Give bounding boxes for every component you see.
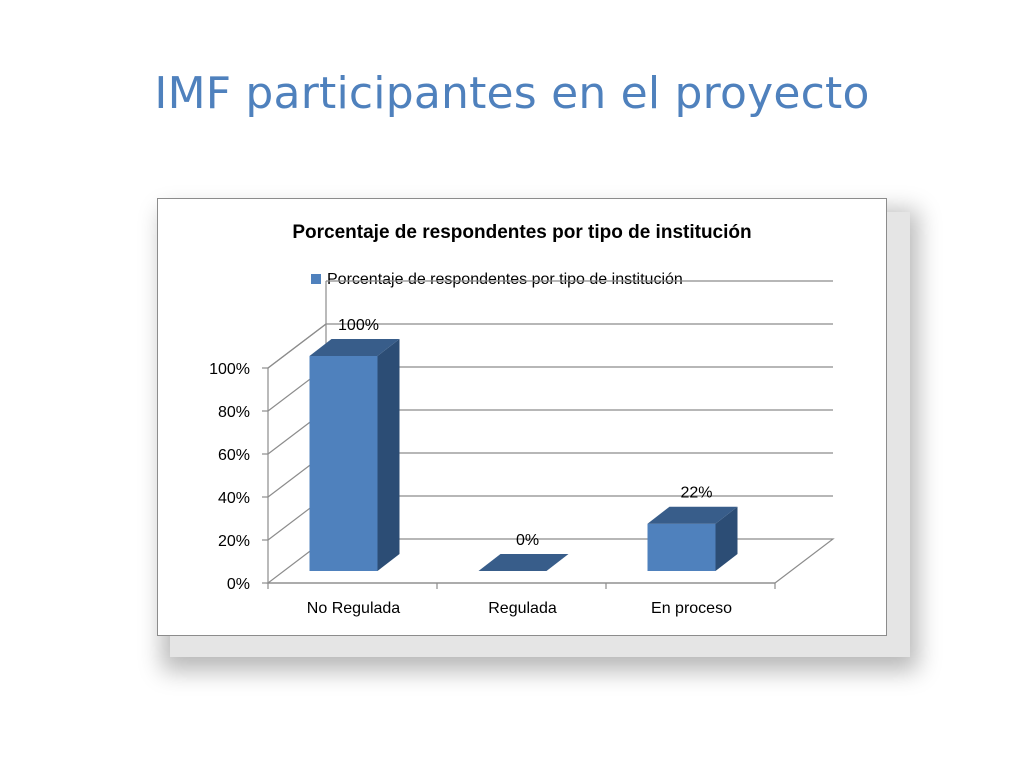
slide-title: IMF participantes en el proyecto <box>154 68 870 119</box>
legend-swatch <box>311 274 321 284</box>
y-tick-label: 0% <box>227 576 250 593</box>
bar-side-face <box>715 506 738 571</box>
y-tick-label: 40% <box>218 490 250 507</box>
bar-top-face <box>647 506 738 524</box>
chart-frame: Porcentaje de respondentes por tipo de i… <box>157 198 887 636</box>
data-label: 100% <box>338 317 379 334</box>
chart-canvas: Porcentaje de respondentes por tipo de i… <box>209 222 835 617</box>
chart-title: Porcentaje de respondentes por tipo de i… <box>292 222 751 243</box>
x-tick-label: Regulada <box>488 600 557 617</box>
data-label: 22% <box>680 485 712 502</box>
bar-top-face <box>478 554 569 571</box>
y-tick-label: 80% <box>218 404 250 421</box>
legend: Porcentaje de respondentes por tipo de i… <box>311 271 683 288</box>
x-tick-label: No Regulada <box>307 600 401 617</box>
bar-no-regulada <box>309 339 400 571</box>
bar-top-face <box>309 339 400 356</box>
y-tick-label: 60% <box>218 447 250 464</box>
bar-front-face <box>309 356 378 571</box>
bar-regulada <box>478 554 569 571</box>
data-label: 0% <box>516 532 539 549</box>
x-tick-label: En proceso <box>651 600 732 617</box>
gridline-depth <box>267 323 327 369</box>
legend-label: Porcentaje de respondentes por tipo de i… <box>327 271 683 288</box>
plot-area: 0% 20% 40% 60% 80% 100% 100% No Regulada 0% Regul… <box>209 280 835 617</box>
bar-side-face <box>377 339 400 571</box>
bar-en-proceso <box>647 506 738 571</box>
y-tick-label: 20% <box>218 533 250 550</box>
y-tick-label: 100% <box>209 361 250 378</box>
bar-front-face <box>647 523 716 571</box>
